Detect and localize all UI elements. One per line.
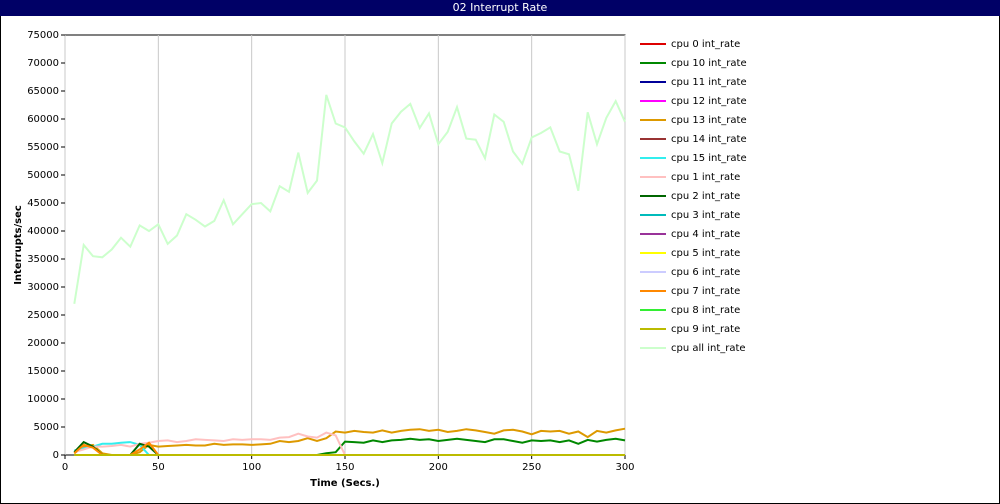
- x-tick-label: 200: [429, 462, 448, 473]
- legend-label: cpu 3 int_rate: [671, 210, 740, 221]
- legend-label: cpu 1 int_rate: [671, 172, 740, 183]
- y-tick-label: 20000: [27, 338, 59, 349]
- legend-label: cpu 7 int_rate: [671, 286, 740, 297]
- y-tick-label: 60000: [27, 114, 59, 125]
- y-tick-label: 45000: [27, 198, 59, 209]
- legend-label: cpu 0 int_rate: [671, 39, 740, 50]
- x-tick-label: 100: [242, 462, 261, 473]
- y-tick-label: 50000: [27, 170, 59, 181]
- y-tick-label: 5000: [34, 422, 59, 433]
- legend-label: cpu 10 int_rate: [671, 58, 747, 69]
- legend-label: cpu 11 int_rate: [671, 77, 747, 88]
- chart-title: 02 Interrupt Rate: [453, 1, 548, 14]
- y-tick-label: 70000: [27, 58, 59, 69]
- legend-label: cpu 4 int_rate: [671, 229, 740, 240]
- x-tick-label: 150: [335, 462, 354, 473]
- y-tick-label: 30000: [27, 282, 59, 293]
- legend-label: cpu all int_rate: [671, 343, 746, 354]
- legend-label: cpu 8 int_rate: [671, 305, 740, 316]
- y-tick-label: 75000: [27, 30, 59, 41]
- legend-label: cpu 5 int_rate: [671, 248, 740, 259]
- y-tick-label: 25000: [27, 310, 59, 321]
- legend-label: cpu 15 int_rate: [671, 153, 747, 164]
- y-axis-label: Interrupts/sec: [13, 205, 24, 285]
- y-tick-label: 0: [53, 450, 59, 461]
- y-tick-label: 40000: [27, 226, 59, 237]
- series-line: [73, 94, 626, 304]
- series-line: [73, 427, 626, 456]
- y-tick-label: 15000: [27, 366, 59, 377]
- legend-label: cpu 9 int_rate: [671, 324, 740, 335]
- y-tick-label: 35000: [27, 254, 59, 265]
- legend-label: cpu 2 int_rate: [671, 191, 740, 202]
- x-axis-label: Time (Secs.): [310, 478, 380, 489]
- legend-label: cpu 6 int_rate: [671, 267, 740, 278]
- y-tick-label: 10000: [27, 394, 59, 405]
- y-tick-label: 65000: [27, 86, 59, 97]
- y-tick-label: 55000: [27, 142, 59, 153]
- legend-label: cpu 12 int_rate: [671, 96, 747, 107]
- x-tick-label: 50: [152, 462, 165, 473]
- x-tick-label: 300: [615, 462, 634, 473]
- legend-label: cpu 14 int_rate: [671, 134, 747, 145]
- x-tick-label: 0: [62, 462, 68, 473]
- title-bar: [0, 0, 1000, 16]
- x-tick-label: 250: [522, 462, 541, 473]
- legend-label: cpu 13 int_rate: [671, 115, 747, 126]
